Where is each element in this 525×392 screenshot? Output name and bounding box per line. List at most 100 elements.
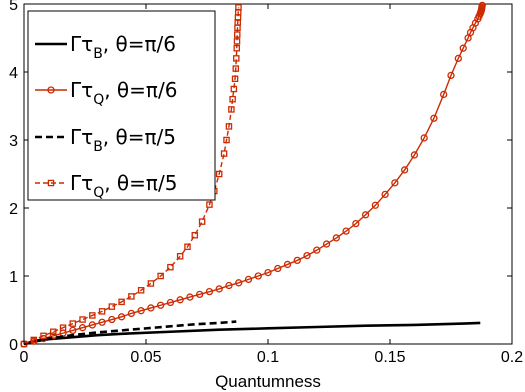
data-point (342, 227, 350, 235)
series-3 (20, 4, 242, 348)
data-point (283, 260, 292, 269)
legend-entries: ΓτB, θ=π/6 ΓτQ, θ=π/6 ΓτB, θ=π/5 ΓτQ, θ=π/5 (35, 32, 177, 201)
x-tick-label: 0.05 (130, 349, 161, 366)
data-point (264, 268, 272, 277)
data-point (108, 315, 116, 324)
data-point (147, 304, 155, 312)
data-point (128, 293, 135, 300)
legend-label: ΓτB, θ=π/6 (70, 32, 176, 62)
data-point (137, 287, 145, 294)
data-point (223, 136, 230, 144)
data-point (454, 54, 462, 63)
legend: ΓτB, θ=π/6 ΓτQ, θ=π/6 ΓτB, θ=π/5 ΓτQ, θ=π/5 (27, 10, 216, 201)
data-point (49, 332, 57, 340)
legend-entry-3: ΓτQ, θ=π/5 (35, 171, 177, 201)
y-tick-label: 2 (9, 201, 18, 218)
legend-entry-1: ΓτQ, θ=π/6 (35, 78, 177, 108)
x-axis-title: Quantumness (215, 372, 321, 391)
data-point (184, 243, 191, 251)
y-tick-label: 4 (9, 65, 18, 82)
data-point (156, 301, 165, 309)
series-line (23, 320, 237, 346)
legend-marker (47, 179, 55, 187)
data-point (430, 114, 438, 122)
data-point (391, 179, 399, 187)
data-point (225, 123, 233, 130)
data-point (274, 264, 282, 273)
data-point (198, 218, 206, 225)
data-point (371, 201, 380, 209)
data-point (447, 71, 455, 80)
data-point (232, 65, 240, 72)
legend-label: ΓτQ, θ=π/6 (70, 78, 177, 108)
data-point (322, 240, 331, 248)
data-point (166, 298, 175, 307)
series-line (23, 5, 483, 345)
data-point (59, 324, 67, 331)
legend-entry-2: ΓτB, θ=π/5 (35, 125, 176, 155)
data-point (235, 4, 242, 11)
x-tick-label: 0.1 (257, 349, 279, 366)
data-point (361, 211, 370, 219)
data-point (459, 44, 467, 52)
data-point (352, 219, 360, 228)
data-point (40, 332, 47, 340)
y-tick-label: 0 (9, 337, 18, 354)
data-point (196, 290, 204, 299)
data-point (244, 275, 253, 284)
data-point (233, 44, 241, 52)
data-point (176, 253, 184, 260)
legend-label: ΓτB, θ=π/5 (70, 125, 176, 155)
x-tick-label: 0.15 (374, 349, 405, 366)
x-tick-label: 0.2 (501, 349, 523, 366)
data-point (332, 234, 340, 242)
data-point (420, 134, 428, 142)
data-point (230, 85, 238, 93)
data-point (206, 201, 213, 208)
series-2 (23, 320, 237, 346)
data-point (147, 280, 155, 287)
data-point (118, 298, 125, 306)
data-point (410, 151, 419, 159)
series-line (23, 7, 240, 345)
data-point (79, 316, 86, 323)
data-point (231, 75, 239, 83)
data-point (235, 279, 243, 287)
legend-label: ΓτQ, θ=π/5 (70, 171, 177, 201)
series-layer (20, 1, 486, 348)
data-point (108, 303, 116, 310)
data-point (117, 313, 126, 321)
ticks-layer: 0 0.05 0.1 0.15 0.2 0 1 2 3 4 5 (9, 0, 523, 366)
data-point (400, 166, 409, 174)
data-point (303, 251, 311, 260)
data-point (234, 31, 241, 38)
data-point (254, 272, 262, 280)
data-point (167, 263, 174, 271)
data-point (50, 328, 57, 336)
data-point (137, 307, 145, 315)
data-point (381, 190, 389, 199)
data-point (98, 308, 106, 315)
data-point (69, 320, 77, 327)
legend-box (27, 10, 216, 201)
data-point (157, 272, 164, 280)
legend-entry-0: ΓτB, θ=π/6 (35, 32, 176, 62)
x-tick-label: 0 (20, 349, 29, 366)
data-point (225, 281, 233, 290)
data-point (233, 38, 241, 45)
data-point (215, 285, 223, 293)
y-tick-label: 3 (9, 133, 18, 150)
data-point (191, 231, 199, 239)
y-tick-label: 5 (9, 0, 18, 14)
data-point (478, 1, 486, 10)
data-point (313, 246, 321, 254)
data-point (89, 312, 96, 319)
data-point (30, 336, 38, 344)
data-point (78, 324, 87, 332)
data-point (127, 309, 136, 318)
data-point (293, 256, 301, 265)
data-point (205, 287, 214, 296)
data-point (215, 170, 223, 178)
data-point (440, 90, 448, 99)
